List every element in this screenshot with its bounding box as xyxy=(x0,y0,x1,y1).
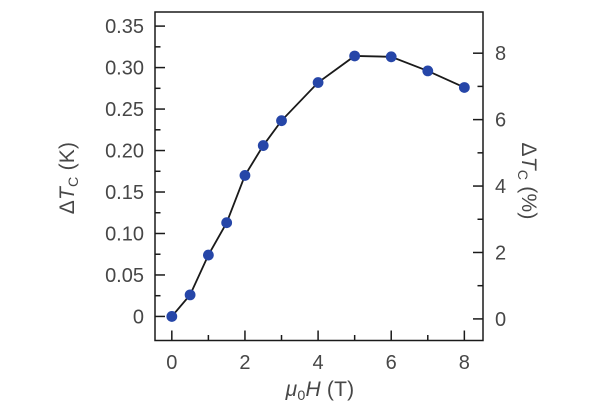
temperature-symbol: T xyxy=(56,186,79,200)
y-left-tick-label: 0.30 xyxy=(105,58,144,80)
delta-symbol: Δ xyxy=(517,142,540,157)
field-symbol: H xyxy=(305,378,321,401)
data-point xyxy=(239,170,251,181)
data-point xyxy=(257,140,269,151)
y-right-tick-label: 0 xyxy=(495,309,506,331)
data-point xyxy=(276,115,287,127)
y-left-tick-label: 0.15 xyxy=(105,182,144,204)
data-point xyxy=(349,50,361,62)
x-tick-label: 2 xyxy=(239,352,250,374)
x-tick-label: 8 xyxy=(459,352,470,374)
unit-tesla: (T) xyxy=(320,378,355,401)
y-left-tick-label: 0.20 xyxy=(105,141,144,163)
y-axis-right-label: ΔTC (%) xyxy=(514,142,540,220)
x-tick-label: 6 xyxy=(386,352,397,374)
unit-percent: (%) xyxy=(517,180,540,220)
data-point xyxy=(422,65,434,77)
data-point xyxy=(385,51,397,63)
delta-symbol: Δ xyxy=(56,199,79,215)
y-right-tick-label: 2 xyxy=(495,242,506,264)
zero-subscript: 0 xyxy=(297,387,306,404)
y-left-tick-label: 0.25 xyxy=(105,99,144,121)
y-right-tick-label: 6 xyxy=(495,110,506,132)
x-tick-label: 0 xyxy=(166,352,177,374)
temperature-symbol: T xyxy=(517,156,540,170)
mu-symbol: μ xyxy=(285,378,298,401)
plot-frame xyxy=(154,11,484,342)
y-right-tick-label: 4 xyxy=(495,176,506,198)
y-right-tick-label: 8 xyxy=(495,43,506,65)
y-left-tick-label: 0.05 xyxy=(105,265,144,287)
data-point xyxy=(312,77,324,88)
y-axis-left-label: ΔTC (K) xyxy=(56,141,82,215)
y-left-tick-label: 0.10 xyxy=(105,223,144,245)
y-left-tick-label: 0.35 xyxy=(105,16,144,38)
y-left-tick-label: 0 xyxy=(133,306,144,328)
data-point xyxy=(184,289,196,301)
data-point xyxy=(458,82,470,93)
data-point xyxy=(221,217,233,229)
unit-kelvin: (K) xyxy=(56,141,79,177)
data-point xyxy=(202,249,214,261)
critical-subscript: C xyxy=(514,169,531,181)
series-line xyxy=(171,55,465,318)
x-tick-label: 4 xyxy=(313,352,324,374)
critical-subscript: C xyxy=(65,176,82,187)
data-point xyxy=(166,311,178,322)
x-axis-label: μ0H (T) xyxy=(285,378,355,404)
